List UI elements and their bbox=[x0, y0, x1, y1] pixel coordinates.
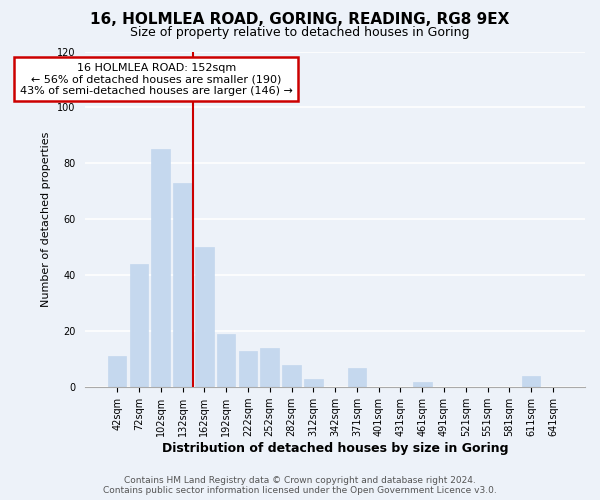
Bar bbox=[304, 379, 323, 387]
Bar bbox=[108, 356, 127, 387]
Text: 16 HOLMLEA ROAD: 152sqm
← 56% of detached houses are smaller (190)
43% of semi-d: 16 HOLMLEA ROAD: 152sqm ← 56% of detache… bbox=[20, 62, 293, 96]
Bar bbox=[195, 248, 214, 387]
Bar bbox=[151, 150, 170, 387]
Text: Size of property relative to detached houses in Goring: Size of property relative to detached ho… bbox=[130, 26, 470, 39]
Bar bbox=[260, 348, 279, 387]
Text: Contains HM Land Registry data © Crown copyright and database right 2024.
Contai: Contains HM Land Registry data © Crown c… bbox=[103, 476, 497, 495]
X-axis label: Distribution of detached houses by size in Goring: Distribution of detached houses by size … bbox=[162, 442, 508, 455]
Bar bbox=[239, 351, 257, 387]
Text: 16, HOLMLEA ROAD, GORING, READING, RG8 9EX: 16, HOLMLEA ROAD, GORING, READING, RG8 9… bbox=[91, 12, 509, 28]
Bar bbox=[173, 183, 192, 387]
Bar bbox=[130, 264, 148, 387]
Bar bbox=[347, 368, 366, 387]
Bar bbox=[413, 382, 431, 387]
Bar bbox=[522, 376, 541, 387]
Bar bbox=[217, 334, 235, 387]
Bar bbox=[282, 365, 301, 387]
Y-axis label: Number of detached properties: Number of detached properties bbox=[41, 132, 52, 307]
